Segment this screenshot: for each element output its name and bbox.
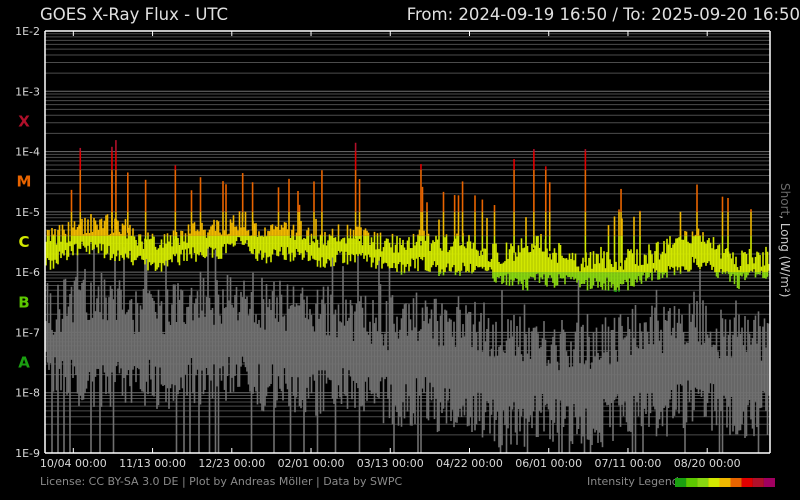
x-tick-label: 04/22 00:00	[436, 457, 503, 470]
x-tick-label: 06/01 00:00	[515, 457, 582, 470]
y-tick-label: 1E-7	[15, 326, 40, 339]
x-tick-label: 11/13 00:00	[119, 457, 186, 470]
long-channel-series	[45, 140, 770, 293]
time-range: From: 2024-09-19 16:50 / To: 2025-09-20 …	[407, 5, 800, 24]
x-tick-label: 07/11 00:00	[595, 457, 662, 470]
flare-class-m: M	[17, 173, 32, 191]
y-tick-label: 1E-8	[15, 387, 40, 400]
x-tick-label: 10/04 00:00	[40, 457, 107, 470]
y-tick-label: 1E-5	[15, 206, 40, 219]
x-tick-label: 08/20 00:00	[674, 457, 741, 470]
y-tick-label: 1E-6	[15, 266, 40, 279]
y-axis-labels: 1E-2 1E-3 1E-4 1E-5 1E-6 1E-7 1E-8 1E-9	[15, 25, 40, 460]
legend-swatch	[675, 478, 687, 487]
legend-swatch	[686, 478, 698, 487]
flare-class-labels: X M C B A	[17, 112, 32, 371]
legend-swatch	[719, 478, 731, 487]
legend-swatch	[752, 478, 764, 487]
plot-frame	[44, 30, 771, 454]
license-text: License: CC BY-SA 3.0 DE | Plot by Andre…	[40, 475, 402, 488]
legend-swatch	[708, 478, 720, 487]
x-tick-label: 03/13 00:00	[357, 457, 424, 470]
intensity-legend	[675, 478, 775, 487]
flare-class-c: C	[18, 233, 29, 251]
x-tick-label: 12/23 00:00	[198, 457, 265, 470]
y-axis-label: Short, Long (W/m²)	[778, 183, 792, 297]
flare-class-b: B	[18, 293, 29, 311]
y-tick-label: 1E-3	[15, 85, 40, 98]
y-tick-label: 1E-2	[15, 25, 40, 38]
x-axis-ticks: 10/04 00:00 11/13 00:00 12/23 00:00 02/01 0…	[40, 31, 741, 470]
y-label-long: , Long (W/m²)	[778, 215, 792, 297]
legend-swatch	[763, 478, 775, 487]
legend-swatch	[730, 478, 742, 487]
intensity-legend-label: Intensity Legend	[587, 475, 679, 488]
legend-swatch	[741, 478, 753, 487]
flare-class-x: X	[18, 112, 30, 130]
legend-swatch	[697, 478, 709, 487]
y-tick-label: 1E-9	[15, 447, 40, 460]
flare-class-a: A	[18, 354, 30, 372]
x-tick-label: 02/01 00:00	[278, 457, 345, 470]
y-tick-label: 1E-4	[15, 146, 40, 159]
chart-title: GOES X-Ray Flux - UTC	[40, 5, 228, 24]
short-channel-series	[45, 235, 770, 453]
y-label-short: Short	[778, 183, 792, 215]
